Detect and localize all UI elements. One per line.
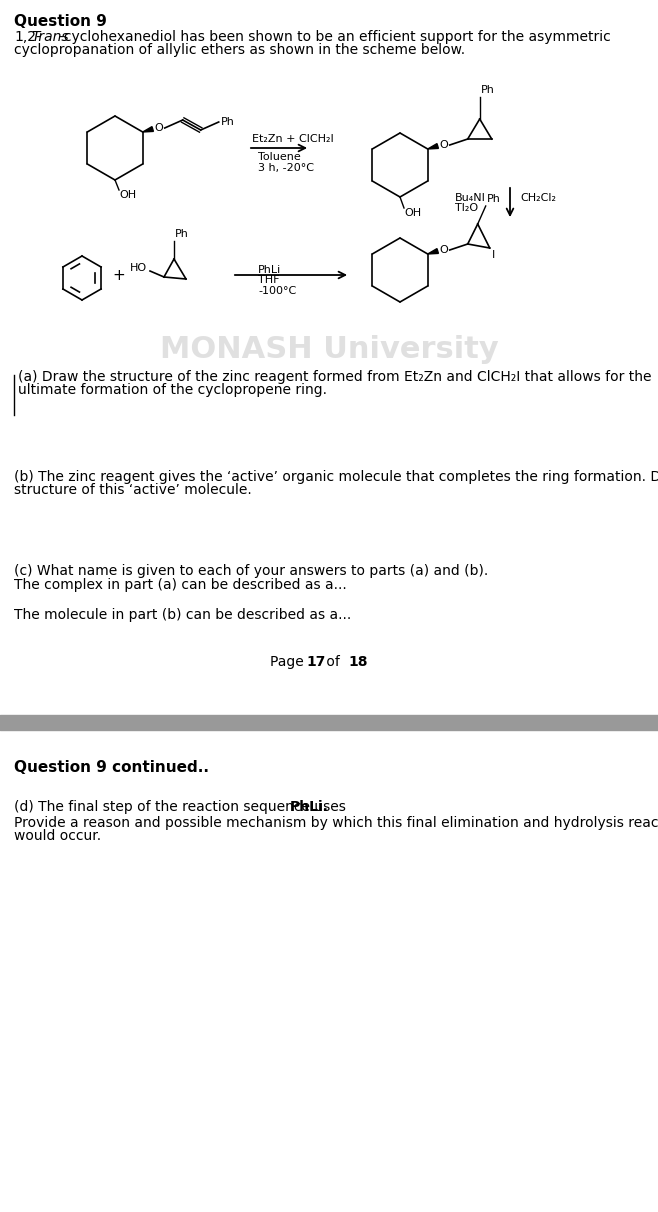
Text: Toluene: Toluene [258,152,301,162]
Text: Tl₂O: Tl₂O [455,202,478,213]
Text: 3 h, -20°C: 3 h, -20°C [258,162,314,173]
Text: PhLi.: PhLi. [290,800,329,814]
Text: I: I [492,250,495,261]
Text: The molecule in part (b) can be described as a...: The molecule in part (b) can be describe… [14,608,351,622]
Text: ultimate formation of the cyclopropene ring.: ultimate formation of the cyclopropene r… [18,383,327,398]
Text: O: O [440,141,449,150]
Text: (a) Draw the structure of the zinc reagent formed from Et₂Zn and ClCH₂I that all: (a) Draw the structure of the zinc reage… [18,370,651,384]
Polygon shape [428,143,438,149]
Text: OH: OH [119,190,136,200]
Text: PhLi: PhLi [258,265,281,275]
Text: cyclopropanation of allylic ethers as shown in the scheme below.: cyclopropanation of allylic ethers as sh… [14,42,465,57]
Text: O: O [440,245,449,255]
Polygon shape [143,126,153,132]
Text: 1,2-: 1,2- [14,30,41,44]
Text: Ph: Ph [175,229,189,239]
Text: Et₂Zn + ClCH₂I: Et₂Zn + ClCH₂I [252,135,334,144]
Text: (d) The final step of the reaction sequence uses: (d) The final step of the reaction seque… [14,800,350,814]
Text: (c) What name is given to each of your answers to parts (a) and (b).: (c) What name is given to each of your a… [14,564,488,578]
Text: The complex in part (a) can be described as a...: The complex in part (a) can be described… [14,578,347,591]
Text: CH₂Cl₂: CH₂Cl₂ [520,193,556,202]
Text: (b) The zinc reagent gives the ‘active’ organic molecule that completes the ring: (b) The zinc reagent gives the ‘active’ … [14,470,658,484]
Text: O: O [155,122,163,133]
Text: Provide a reason and possible mechanism by which this final elimination and hydr: Provide a reason and possible mechanism … [14,816,658,830]
Text: HO: HO [130,263,147,273]
Text: Ph: Ph [487,194,501,204]
Text: 18: 18 [348,654,368,669]
Text: would occur.: would occur. [14,829,101,844]
Text: MONASH University: MONASH University [160,336,498,365]
Text: THF: THF [258,275,280,285]
Text: OH: OH [404,208,421,218]
Text: 17: 17 [306,654,325,669]
Text: Question 9 continued..: Question 9 continued.. [14,760,209,774]
Text: Page: Page [270,654,308,669]
Text: structure of this ‘active’ molecule.: structure of this ‘active’ molecule. [14,484,252,497]
Text: Bu₄NI: Bu₄NI [455,193,486,202]
Text: Ph: Ph [481,85,495,95]
Text: -100°C: -100°C [258,286,296,296]
Polygon shape [428,248,438,255]
Text: +: + [112,269,125,284]
Text: Trans: Trans [31,30,68,44]
Text: Question 9: Question 9 [14,15,107,29]
Text: of: of [322,654,344,669]
Text: -cyclohexanediol has been shown to be an efficient support for the asymmetric: -cyclohexanediol has been shown to be an… [59,30,611,44]
Text: Ph: Ph [220,118,235,127]
